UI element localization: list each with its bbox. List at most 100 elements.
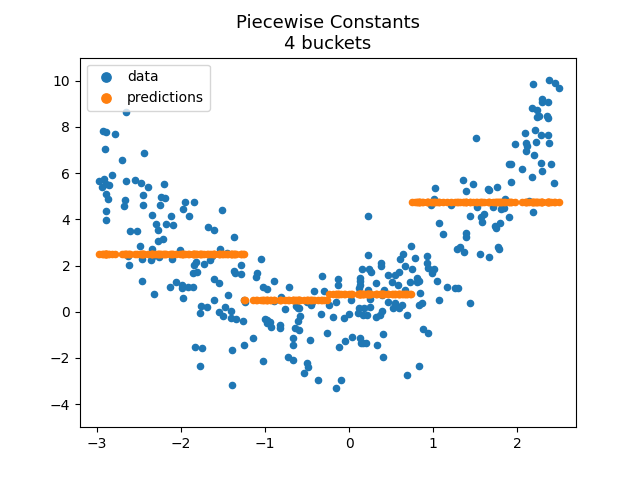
data [364,265,374,273]
data [363,251,373,258]
data [426,201,436,208]
data [475,250,485,258]
predictions [412,198,422,206]
data [543,140,554,147]
data [546,160,556,168]
data [517,166,527,173]
data [275,324,285,332]
data [362,311,372,318]
predictions [214,250,224,258]
predictions [484,198,494,206]
predictions [188,250,198,258]
data [159,180,169,188]
data [333,344,344,351]
predictions [531,198,541,206]
predictions [136,250,147,258]
data [387,278,397,286]
data [365,268,376,276]
data [477,218,487,226]
data [377,307,387,314]
predictions [383,290,393,298]
data [536,98,547,106]
data [383,271,393,278]
data [199,260,209,267]
data [313,376,323,384]
predictions [534,198,544,206]
data [339,314,349,322]
predictions [407,198,417,206]
predictions [465,198,475,206]
predictions [252,296,262,304]
data [138,191,148,199]
predictions [146,250,156,258]
predictions [203,250,213,258]
predictions [488,198,498,206]
predictions [450,198,460,206]
data [358,304,369,312]
data [532,113,543,121]
predictions [136,250,147,258]
data [471,134,481,142]
data [429,195,440,203]
data [110,130,120,138]
predictions [209,250,220,258]
data [415,289,426,297]
predictions [101,250,111,258]
predictions [152,250,163,258]
data [284,283,294,290]
data [147,245,157,252]
data [184,212,195,219]
data [537,167,547,174]
data [509,140,520,148]
predictions [190,250,200,258]
data [290,324,300,332]
predictions [118,250,129,258]
data [104,181,114,189]
predictions [410,198,420,206]
data [377,291,387,299]
predictions [135,250,145,258]
data [488,203,498,211]
data [123,252,133,260]
predictions [195,250,205,258]
data [103,195,113,203]
predictions [493,198,503,206]
data [422,252,433,260]
data [543,98,553,106]
data [158,235,168,243]
predictions [405,290,415,298]
predictions [333,290,344,298]
data [306,301,316,309]
predictions [554,198,564,206]
data [248,334,259,341]
predictions [192,250,202,258]
predictions [260,296,270,304]
predictions [294,296,304,304]
predictions [400,290,410,298]
predictions [103,250,113,258]
predictions [290,296,300,304]
data [550,79,560,86]
data [227,346,237,354]
predictions [544,198,554,206]
data [336,376,346,384]
data [301,359,312,367]
predictions [229,250,239,258]
data [151,220,161,228]
predictions [227,250,237,258]
data [120,196,130,204]
predictions [195,250,205,258]
data [236,261,246,269]
data [189,261,199,269]
predictions [231,250,241,258]
predictions [158,250,168,258]
data [166,213,177,220]
data [258,283,268,291]
predictions [372,290,382,298]
predictions [528,198,538,206]
data [353,309,364,316]
data [189,198,199,206]
predictions [98,250,108,258]
data [358,339,369,347]
data [406,242,416,250]
